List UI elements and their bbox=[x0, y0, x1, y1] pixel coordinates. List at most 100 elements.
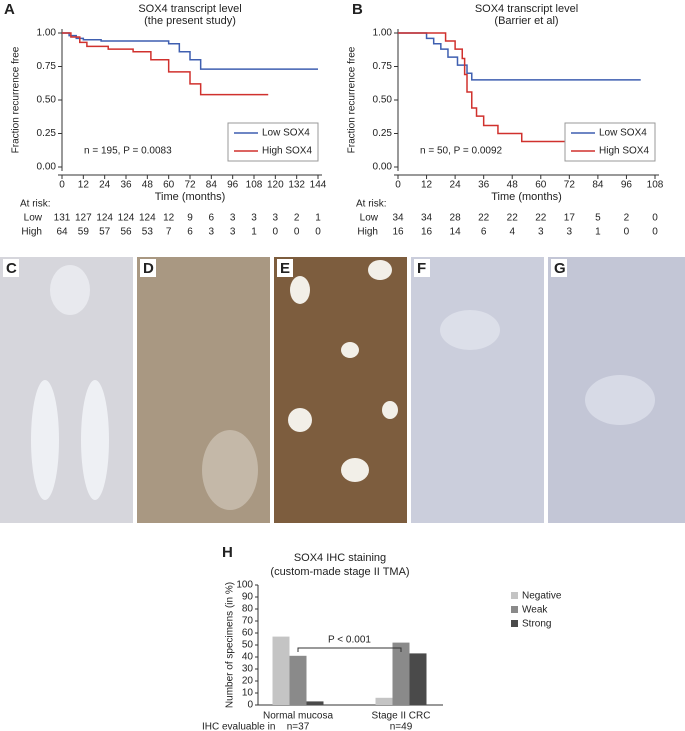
bar bbox=[306, 701, 324, 705]
y-axis-label: Fraction recurrence free bbox=[347, 46, 358, 153]
x-axis-label: Time (months) bbox=[155, 191, 226, 203]
at-risk-row-name: Low bbox=[24, 213, 43, 224]
at-risk-count: 6 bbox=[187, 227, 193, 238]
at-risk-count: 0 bbox=[652, 213, 658, 224]
at-risk-label: At risk: bbox=[356, 199, 387, 210]
at-risk-count: 0 bbox=[315, 227, 321, 238]
x-tick-label: 24 bbox=[99, 180, 111, 191]
chart-subtitle: (Barrier et al) bbox=[494, 15, 558, 27]
at-risk-count: 0 bbox=[652, 227, 658, 238]
x-tick-label: 84 bbox=[206, 180, 218, 191]
survival-curve bbox=[398, 32, 641, 81]
at-risk-label: At risk: bbox=[20, 199, 51, 210]
legend-swatch bbox=[511, 606, 518, 613]
bar bbox=[392, 642, 410, 705]
panel-label: F bbox=[417, 260, 426, 277]
bar bbox=[272, 636, 290, 705]
chart-subtitle: (custom-made stage II TMA) bbox=[270, 566, 409, 578]
panel-label: E bbox=[280, 260, 290, 277]
at-risk-count: 3 bbox=[251, 213, 257, 224]
x-tick-label: 132 bbox=[288, 180, 305, 191]
crypt bbox=[81, 380, 109, 500]
at-risk-count: 3 bbox=[567, 227, 573, 238]
annotation: n = 195, P = 0.0083 bbox=[84, 146, 172, 157]
x-tick-label: 48 bbox=[507, 180, 519, 191]
y-tick-label: 90 bbox=[242, 592, 254, 603]
lumen bbox=[290, 276, 310, 304]
y-tick-label: 1.00 bbox=[37, 28, 57, 39]
x-tick-label: 96 bbox=[621, 180, 633, 191]
at-risk-count: 3 bbox=[273, 213, 279, 224]
significance-bracket bbox=[297, 647, 402, 652]
footnote: IHC evaluable in bbox=[202, 722, 275, 731]
y-tick-label: 100 bbox=[236, 580, 253, 591]
at-risk-count: 22 bbox=[535, 213, 547, 224]
at-risk-count: 34 bbox=[421, 213, 433, 224]
at-risk-count: 14 bbox=[450, 227, 462, 238]
y-tick-label: 1.00 bbox=[373, 28, 393, 39]
panel-label-bg bbox=[3, 259, 19, 277]
y-tick-label: 0.50 bbox=[373, 95, 393, 106]
annotation: n = 50, P = 0.0092 bbox=[420, 146, 503, 157]
at-risk-count: 5 bbox=[595, 213, 601, 224]
at-risk-count: 16 bbox=[392, 227, 404, 238]
micrographs bbox=[0, 257, 685, 523]
x-tick-label: 108 bbox=[246, 180, 263, 191]
at-risk-count: 127 bbox=[75, 213, 92, 224]
legend-label: High SOX4 bbox=[599, 146, 649, 157]
panel-label-bg bbox=[277, 259, 293, 277]
x-tick-label: 36 bbox=[120, 180, 132, 191]
at-risk-count: 64 bbox=[56, 227, 68, 238]
x-tick-label: 12 bbox=[78, 180, 90, 191]
at-risk-count: 6 bbox=[209, 213, 215, 224]
chart-title: SOX4 transcript level bbox=[475, 3, 578, 15]
lumen bbox=[382, 401, 398, 419]
chart-subtitle: (the present study) bbox=[144, 15, 236, 27]
at-risk-count: 12 bbox=[163, 213, 175, 224]
x-axis-label: Time (months) bbox=[491, 191, 562, 203]
legend-label: Low SOX4 bbox=[262, 128, 310, 139]
x-tick-label: 0 bbox=[395, 180, 401, 191]
at-risk-count: 1 bbox=[251, 227, 257, 238]
crypt bbox=[50, 265, 90, 315]
at-risk-count: 7 bbox=[166, 227, 172, 238]
lumen bbox=[341, 342, 359, 358]
at-risk-count: 124 bbox=[118, 213, 135, 224]
at-risk-count: 2 bbox=[294, 213, 300, 224]
survival-curve bbox=[62, 32, 269, 96]
y-tick-label: 0.50 bbox=[37, 95, 57, 106]
at-risk-count: 3 bbox=[230, 213, 236, 224]
at-risk-count: 0 bbox=[273, 227, 279, 238]
y-tick-label: 50 bbox=[242, 640, 254, 651]
y-axis-label: Fraction recurrence free bbox=[11, 46, 22, 153]
panel-label: G bbox=[554, 260, 566, 277]
at-risk-count: 3 bbox=[230, 227, 236, 238]
legend-swatch bbox=[511, 620, 518, 627]
x-tick-label: 12 bbox=[421, 180, 433, 191]
chart-title: SOX4 IHC staining bbox=[294, 552, 386, 564]
at-risk-count: 22 bbox=[478, 213, 490, 224]
legend-label: Low SOX4 bbox=[599, 128, 647, 139]
x-tick-label: 120 bbox=[267, 180, 284, 191]
y-tick-label: 0.75 bbox=[373, 61, 393, 72]
lumen bbox=[341, 458, 369, 482]
at-risk-count: 124 bbox=[96, 213, 113, 224]
panel-label: C bbox=[6, 260, 17, 277]
y-tick-label: 0.00 bbox=[37, 162, 57, 173]
at-risk-row-name: High bbox=[357, 227, 378, 238]
at-risk-count: 28 bbox=[450, 213, 462, 224]
bar bbox=[409, 653, 427, 705]
gland bbox=[440, 310, 500, 350]
x-tick-label: 144 bbox=[310, 180, 327, 191]
at-risk-count: 22 bbox=[507, 213, 519, 224]
legend-box bbox=[227, 122, 319, 162]
y-tick-label: 10 bbox=[242, 688, 254, 699]
bar bbox=[375, 697, 393, 705]
at-risk-count: 59 bbox=[78, 227, 90, 238]
at-risk-count: 1 bbox=[595, 227, 601, 238]
legend-label: Strong bbox=[522, 619, 551, 630]
y-axis-label: Number of specimens (in %) bbox=[225, 582, 236, 708]
panel-label-bg bbox=[414, 259, 430, 277]
panel-label-bg bbox=[551, 259, 567, 277]
y-tick-label: 80 bbox=[242, 604, 254, 615]
